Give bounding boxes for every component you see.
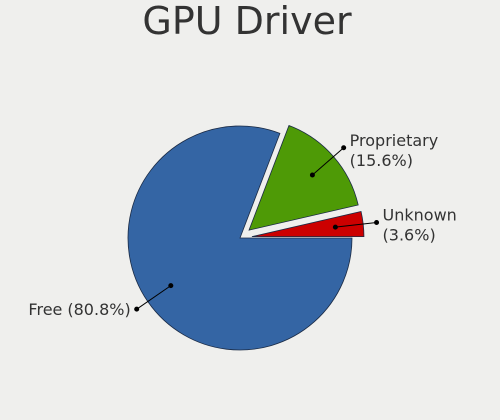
chart-title: GPU Driver <box>142 0 352 43</box>
leader-line <box>136 285 172 310</box>
leader-line <box>312 147 344 176</box>
slice-name: Unknown <box>383 205 457 224</box>
slice-name: Proprietary <box>350 131 439 150</box>
leader-dot <box>134 306 140 312</box>
slice-value: (80.8%) <box>67 300 130 319</box>
leader-dot <box>332 224 338 230</box>
slice-name: Free <box>28 300 62 319</box>
slice-value: (15.6%) <box>350 151 413 170</box>
leader-dot <box>168 283 174 289</box>
leader-dot <box>341 145 347 151</box>
slice-label: Unknown (3.6%) <box>383 205 457 244</box>
leader-dot <box>309 172 315 178</box>
leader-line <box>335 221 377 228</box>
slice-label: Free (80.8%) <box>28 300 130 319</box>
leader-dot <box>374 219 380 225</box>
slice-label: Proprietary (15.6%) <box>350 131 439 170</box>
slice-value: (3.6%) <box>383 225 436 244</box>
